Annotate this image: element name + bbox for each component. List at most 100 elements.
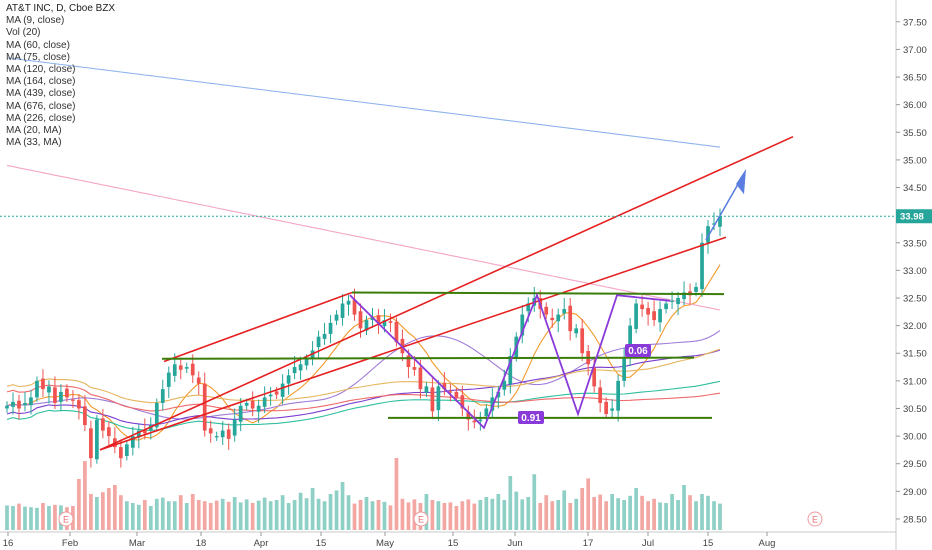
- legend-item[interactable]: Vol (20): [6, 27, 41, 39]
- volume-bar: [682, 485, 686, 530]
- candle-body: [160, 389, 165, 403]
- legend-item[interactable]: MA (60, close): [6, 39, 70, 51]
- candle-body: [256, 405, 261, 412]
- candle-body: [670, 300, 674, 302]
- candle-body: [130, 436, 135, 448]
- candle-body: [508, 356, 513, 385]
- legend-item[interactable]: MA (20, MA): [6, 125, 62, 137]
- volume-bar: [35, 507, 39, 530]
- candle-body: [460, 395, 465, 409]
- candle-body: [280, 383, 285, 397]
- price-tick-label: 34.50: [903, 183, 927, 194]
- candle-body: [238, 405, 243, 422]
- candle-body: [418, 367, 423, 390]
- volume-bar: [256, 500, 261, 530]
- candle-body: [616, 380, 621, 411]
- volume-bar: [29, 507, 33, 530]
- candle-body: [23, 402, 27, 406]
- volume-bar: [184, 503, 189, 530]
- volume-bar: [592, 497, 597, 530]
- candle-body: [322, 333, 327, 339]
- volume-bar: [190, 494, 195, 530]
- volume-bar: [220, 498, 225, 530]
- volume-bar: [406, 502, 411, 530]
- earnings-icon: [807, 511, 823, 527]
- candle-body: [604, 401, 609, 414]
- candle-body: [17, 400, 21, 409]
- candle-body: [178, 365, 183, 370]
- volume-bar: [574, 498, 579, 530]
- candle-body: [358, 311, 363, 329]
- volume-bar: [436, 501, 441, 530]
- volume-bar: [310, 488, 315, 530]
- candle-body: [340, 303, 345, 318]
- candle-body: [328, 322, 333, 334]
- volume-bar: [196, 500, 201, 530]
- candle-body: [208, 428, 213, 434]
- mid-annotation-label: 0.06: [628, 346, 648, 357]
- candle-body: [334, 314, 339, 321]
- candle-body: [274, 391, 279, 395]
- ma-line: [6, 264, 721, 441]
- candle-body: [556, 314, 561, 322]
- candle-body: [136, 430, 141, 438]
- volume-bar: [172, 501, 177, 530]
- candle-body: [706, 226, 710, 243]
- volume-bar: [646, 501, 650, 530]
- volume-bar: [136, 504, 141, 530]
- volume-bar: [340, 482, 345, 530]
- price-tick-label: 35.00: [903, 155, 927, 166]
- candle-body: [316, 336, 321, 348]
- volume-bar: [208, 503, 213, 530]
- legend-item[interactable]: MA (75, close): [6, 51, 70, 63]
- volume-bar: [238, 502, 243, 530]
- volume-bar: [700, 494, 704, 530]
- volume-bar: [610, 494, 615, 530]
- candle-body: [11, 401, 15, 407]
- moving-averages: [6, 57, 721, 441]
- volume-bar: [178, 495, 183, 530]
- legend-item[interactable]: MA (120, close): [6, 64, 76, 76]
- volume-bar: [166, 501, 171, 530]
- legend-item[interactable]: MA (164, close): [6, 76, 76, 88]
- mid-annotation-box: [625, 344, 651, 357]
- candle-body: [47, 386, 51, 393]
- volume-bar: [670, 494, 674, 530]
- volume-bar: [550, 501, 555, 530]
- symbol-title[interactable]: AT&T INC, D, Cboe BZX: [6, 3, 116, 14]
- earnings-icon-label: E: [418, 515, 424, 525]
- price-tick-label: 32.00: [903, 321, 927, 332]
- volume-bar: [508, 476, 513, 530]
- candle-body: [694, 286, 698, 292]
- candle-body: [59, 391, 63, 402]
- volume-bar: [160, 497, 165, 530]
- support-line-mid: [161, 356, 695, 360]
- legend: AT&T INC, D, Cboe BZX MA (9, close) Vol …: [6, 3, 115, 149]
- time-axis[interactable]: 16 Feb Mar 18 Apr 15 May 15 Jun 17 Jul 15 Aug: [0, 531, 896, 549]
- legend-item[interactable]: MA (439, close): [6, 88, 76, 100]
- volume-bar: [250, 503, 255, 530]
- price-axis[interactable]: 37.5037.0036.5036.0035.5035.0034.5034.00…: [895, 0, 932, 550]
- price-tag-label: 33.98: [900, 212, 924, 223]
- candle-body: [718, 216, 722, 227]
- candle-body: [71, 399, 75, 401]
- time-tick-label: Apr: [254, 538, 269, 549]
- candle-body: [226, 429, 231, 439]
- legend-item[interactable]: MA (676, close): [6, 100, 76, 112]
- volume-bar: [83, 461, 87, 530]
- volume-bar: [95, 497, 99, 530]
- candle-body: [394, 321, 399, 343]
- price-tick-label: 37.50: [903, 17, 927, 28]
- price-tick-label: 36.00: [903, 100, 927, 111]
- volume-bar: [586, 478, 591, 530]
- volume-bar: [352, 503, 357, 530]
- legend-item[interactable]: MA (226, close): [6, 112, 76, 124]
- legend-item[interactable]: MA (9, close): [6, 15, 65, 27]
- legend-item[interactable]: MA (33, MA): [6, 137, 62, 149]
- price-tick-label: 28.50: [903, 514, 927, 525]
- volume-bar: [268, 501, 273, 530]
- volume-bar: [148, 506, 153, 530]
- candle-body: [406, 355, 411, 368]
- volume-bar: [89, 494, 93, 530]
